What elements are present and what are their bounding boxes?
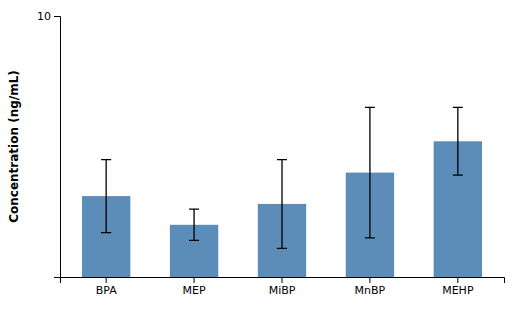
y-tick-mark: [54, 16, 60, 17]
x-tick: MiBP: [269, 277, 296, 297]
x-axis-line: [61, 278, 505, 284]
error-bar: [277, 160, 287, 249]
error-bar: [189, 209, 199, 240]
x-tick-label: MiBP: [269, 284, 296, 297]
chart: 10 BPA MEP MiBP MnBP MEHP Concentration (ng/mL…: [0, 0, 520, 309]
marks: [82, 107, 482, 277]
x-tick-mark: [369, 277, 370, 283]
y-axis: 10: [37, 10, 61, 277]
x-tick: MEHP: [442, 277, 474, 297]
x-axis: BPA MEP MiBP MnBP MEHP: [61, 277, 505, 297]
x-tick-label: MnBP: [355, 284, 386, 297]
y-tick-label: 10: [37, 10, 51, 23]
x-tick-mark: [194, 277, 195, 283]
x-tick: MEP: [183, 277, 206, 297]
y-tick: 10: [37, 10, 60, 23]
y-axis-title: Concentration (ng/mL): [7, 70, 21, 223]
error-bar: [101, 160, 111, 233]
x-tick-mark: [106, 277, 107, 283]
plot: 10 BPA MEP MiBP MnBP MEHP Concentration (ng/mL…: [7, 10, 505, 297]
x-tick: BPA: [96, 277, 117, 297]
x-tick-label: MEP: [183, 284, 206, 297]
x-tick-label: MEHP: [442, 284, 474, 297]
x-tick: MnBP: [355, 277, 386, 297]
y-axis-line: [54, 17, 61, 278]
error-bar: [365, 107, 375, 238]
x-tick-label: BPA: [96, 284, 117, 297]
x-tick-mark: [457, 277, 458, 283]
error-bar: [453, 107, 463, 175]
x-tick-mark: [282, 277, 283, 283]
